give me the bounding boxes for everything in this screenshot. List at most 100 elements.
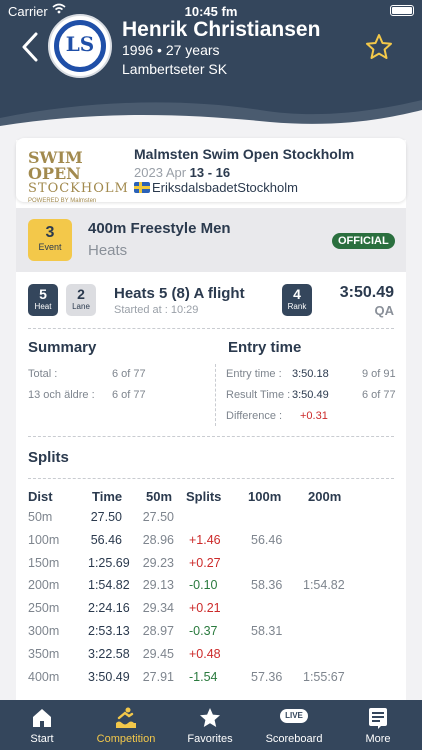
- split-time: 3:22.58: [88, 646, 130, 661]
- athlete-name: Henrik Christiansen: [122, 18, 321, 41]
- entry-time-value: 3:50.18: [292, 368, 329, 380]
- summary-total-label: Total :: [28, 368, 58, 380]
- status-bar: Carrier 10:45 fm: [0, 0, 422, 22]
- split-200m: 1:54.82: [303, 578, 345, 593]
- heat-badge: 5 Heat: [28, 284, 58, 316]
- split-distance: 200m: [28, 578, 60, 593]
- col-splits: Splits: [186, 489, 222, 504]
- col-time: Time: [92, 489, 123, 504]
- meet-title: Malmsten Swim Open Stockholm: [134, 146, 355, 162]
- meet-dates: 2023 Apr 13 - 16: [134, 165, 231, 180]
- back-chevron-icon[interactable]: [18, 30, 42, 64]
- col-100m: 100m: [248, 489, 282, 504]
- tab-competition[interactable]: Competition: [84, 700, 168, 750]
- split-time: 1:25.69: [88, 555, 130, 570]
- split-distance: 300m: [28, 624, 60, 638]
- tab-label: Scoreboard: [265, 733, 323, 745]
- tab-more[interactable]: More: [336, 700, 420, 750]
- tab-label: Start: [30, 733, 54, 745]
- event-round: Heats: [88, 242, 128, 259]
- meet-venue: EriksdalsbadetStockholm: [134, 180, 298, 195]
- swimmer-icon: [116, 707, 136, 728]
- col-50m: 50m: [146, 489, 173, 504]
- split-50m: 27.91: [142, 669, 174, 684]
- split-distance: 350m: [28, 646, 60, 661]
- header-wave: [0, 100, 422, 140]
- summary-title: Summary: [28, 339, 97, 356]
- split-time: 2:53.13: [88, 624, 130, 638]
- result-time-label: Result Time :: [226, 389, 291, 401]
- event-header[interactable]: 3 Event 400m Freestyle Men Heats OFFICIA…: [16, 208, 406, 272]
- divider: [28, 328, 394, 329]
- club-logo: LS: [48, 14, 112, 78]
- rank-badge: 4 Rank: [282, 284, 312, 316]
- split-row: 200m 1:54.82 29.13 -0.10 58.36 1:54.82: [16, 578, 406, 600]
- official-badge: OFFICIAL: [332, 233, 395, 249]
- clock: 10:45 fm: [184, 4, 238, 19]
- col-dist: Dist: [28, 489, 53, 504]
- difference-value: +0.31: [300, 410, 328, 422]
- sweden-flag-icon: [134, 182, 150, 193]
- meet-logo: SWIM OPEN STOCKHOLM POWERED BY Malmsten: [28, 148, 129, 205]
- battery-icon: [390, 5, 414, 16]
- wifi-icon: [52, 3, 66, 14]
- athlete-club: Lambertseter SK: [122, 61, 228, 77]
- splits-title: Splits: [28, 449, 69, 466]
- split-50m: 27.50: [142, 510, 174, 524]
- result-time-value: 3:50.49: [292, 389, 329, 401]
- lane-badge: 2 Lane: [66, 284, 96, 316]
- split-50m: 29.13: [142, 578, 174, 593]
- entry-title: Entry time: [228, 339, 302, 356]
- divider: [28, 436, 394, 437]
- split-100m: 58.31: [251, 624, 283, 638]
- event-name: 400m Freestyle Men: [88, 220, 231, 237]
- split-difference: -0.10: [189, 578, 218, 593]
- carrier-label: Carrier: [8, 4, 48, 19]
- qualification-code: QA: [374, 303, 395, 318]
- summary-total-value: 6 of 77: [112, 368, 146, 380]
- tab-label: More: [365, 733, 391, 745]
- meet-info[interactable]: SWIM OPEN STOCKHOLM POWERED BY Malmsten …: [16, 138, 406, 205]
- split-time: 3:50.49: [88, 669, 130, 684]
- tab-label: Favorites: [187, 733, 233, 745]
- tab-start[interactable]: Start: [0, 700, 84, 750]
- result-time: 3:50.49: [339, 284, 394, 301]
- live-badge: LIVE: [280, 709, 308, 723]
- split-time: 2:24.16: [88, 601, 130, 616]
- heat-result-row[interactable]: 5 Heat 2 Lane Heats 5 (8) A flight Start…: [16, 280, 406, 322]
- divider: [28, 478, 394, 479]
- tab-label: Competition: [96, 733, 156, 745]
- split-50m: 29.34: [142, 601, 174, 616]
- split-100m: 58.36: [251, 578, 283, 593]
- split-row: 400m 3:50.49 27.91 -1.54 57.36 1:55:67: [16, 670, 406, 692]
- split-row: 250m 2:24.16 29.34 +0.21: [16, 601, 406, 623]
- heat-start-time: Started at : 10:29: [114, 304, 199, 316]
- entry-time-rank: 9 of 91: [362, 368, 396, 380]
- split-difference: -0.37: [189, 624, 218, 638]
- split-row: 50m 27.50 27.50: [16, 510, 406, 532]
- col-200m: 200m: [308, 489, 342, 504]
- athlete-birth-age: 1996 • 27 years: [122, 42, 220, 58]
- split-time: 56.46: [90, 532, 122, 547]
- split-200m: 1:55:67: [303, 669, 345, 684]
- split-distance: 400m: [28, 669, 60, 684]
- result-time-rank: 6 of 77: [362, 389, 396, 401]
- split-50m: 29.23: [142, 555, 174, 570]
- more-list-icon: [369, 708, 387, 729]
- split-time: 1:54.82: [88, 578, 130, 593]
- split-distance: 150m: [28, 555, 60, 570]
- tab-favorites[interactable]: Favorites: [168, 700, 252, 750]
- split-distance: 250m: [28, 601, 60, 616]
- split-100m: 57.36: [251, 669, 283, 684]
- split-distance: 50m: [28, 510, 53, 524]
- split-row: 350m 3:22.58 29.45 +0.48: [16, 647, 406, 669]
- split-50m: 28.96: [142, 532, 174, 547]
- athlete-header: Carrier 10:45 fm LS Henrik Christiansen …: [0, 0, 422, 140]
- split-time: 27.50: [90, 510, 122, 524]
- home-icon: [33, 709, 51, 727]
- split-difference: -1.54: [189, 669, 218, 684]
- favorite-star-icon[interactable]: [364, 32, 394, 62]
- split-distance: 100m: [28, 532, 60, 547]
- tab-scoreboard[interactable]: LIVE Scoreboard: [252, 700, 336, 750]
- entry-time-label: Entry time :: [226, 368, 282, 380]
